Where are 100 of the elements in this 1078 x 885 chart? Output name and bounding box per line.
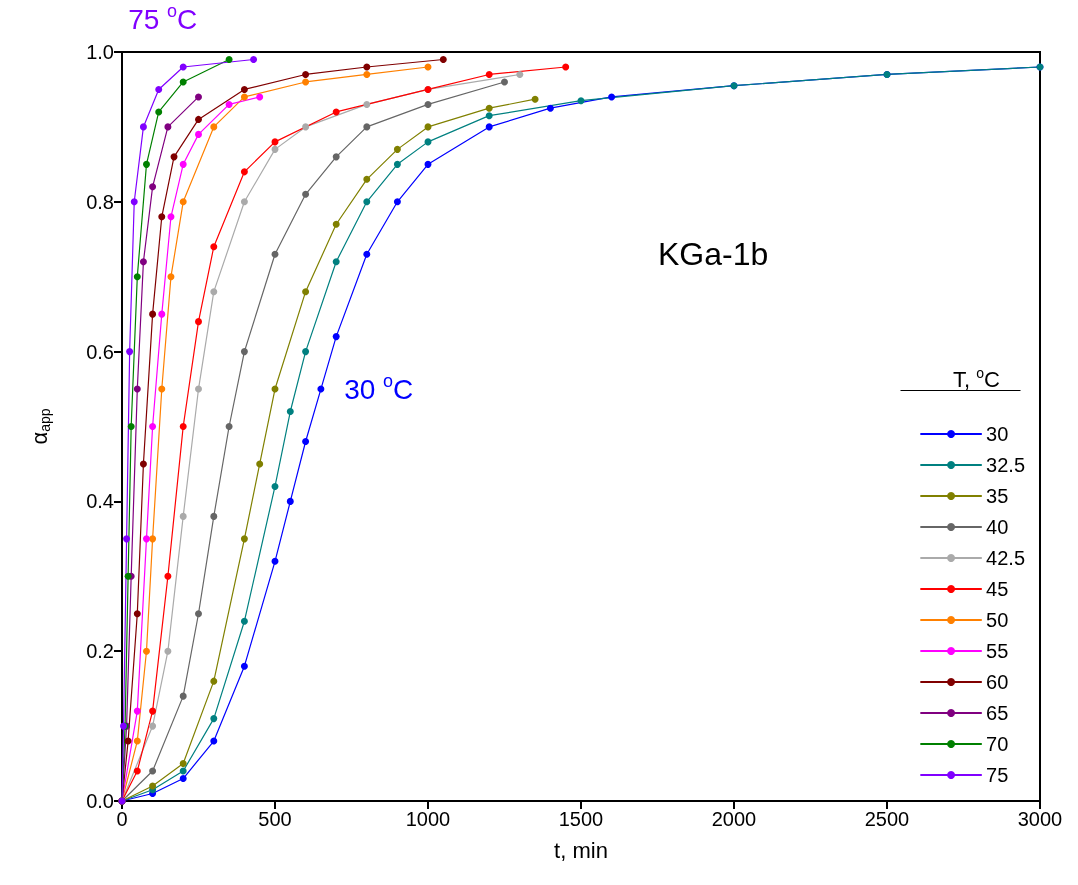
x-tick-label: 0 [116,808,128,830]
point [179,767,187,775]
point [195,318,202,326]
point [240,617,248,625]
point [164,572,172,580]
point [302,70,310,78]
point [195,610,202,618]
point [133,767,141,775]
point [271,482,279,490]
point [164,647,172,655]
point [393,160,401,168]
y-tick-label: 1.0 [86,41,114,63]
point [155,108,163,116]
point [424,160,432,168]
y-tick-label: 0.8 [86,190,114,213]
point [363,100,371,108]
y-axis-title: αapp [26,408,53,445]
point [195,93,202,101]
point [577,97,585,105]
point [363,70,371,78]
legend-label: 40 [986,516,1009,538]
y-tick-label: 0.4 [86,490,114,513]
point [142,535,150,543]
point [332,153,340,161]
point [485,104,493,112]
point [516,70,524,78]
point [363,250,371,258]
point [195,385,202,393]
point [133,737,141,745]
x-tick-label: 500 [258,808,292,830]
point [167,273,175,281]
point [195,115,202,123]
point [225,100,233,108]
point [302,190,310,198]
legend-label: 35 [986,485,1009,507]
point [130,198,138,206]
point [210,512,218,520]
point [240,168,248,176]
point [501,78,508,86]
point [149,310,157,318]
point [393,198,401,206]
point [133,273,141,281]
point [240,93,248,101]
y-tick-label: 0.0 [86,790,114,812]
point [363,63,371,71]
point [485,112,493,120]
point [439,55,447,63]
point [133,707,141,715]
point [123,535,131,543]
point [240,535,248,543]
legend-label: 32.5 [986,454,1026,476]
point [240,85,248,93]
point [149,423,157,430]
y-tick-label: 0.6 [86,340,114,363]
x-axis-title: t, min [554,837,608,863]
point [179,423,187,430]
y-tick-label: 0.2 [86,640,114,663]
point [363,175,371,183]
point [149,767,157,775]
point [210,737,218,745]
point [225,55,233,63]
point [158,310,166,318]
point [124,737,132,745]
point [546,104,554,112]
point [179,760,187,768]
point [149,183,157,191]
point [179,63,187,71]
point [149,782,157,790]
point [256,460,264,468]
point [139,460,147,468]
point [126,348,134,356]
legend-label: 30 [986,423,1009,445]
point [179,78,187,86]
point [363,123,371,131]
point [149,707,157,715]
point [240,662,248,670]
point [302,348,310,356]
point [332,220,340,228]
point [179,160,187,168]
legend-label: 65 [986,702,1009,724]
point [286,408,294,416]
point [179,512,187,520]
x-tick-label: 1500 [558,808,604,830]
point [210,715,218,723]
point [210,123,218,131]
point [271,557,279,565]
point [485,123,493,131]
point [302,288,310,296]
point [210,677,218,685]
point [240,198,248,206]
point [608,93,616,101]
point [155,85,163,93]
legend-label: 42.5 [986,547,1026,569]
point [271,250,279,258]
point [286,497,294,505]
point [133,610,141,618]
legend-label: 55 [986,640,1009,662]
legend-label: 75 [986,764,1009,786]
point [127,423,135,430]
point [531,95,539,103]
